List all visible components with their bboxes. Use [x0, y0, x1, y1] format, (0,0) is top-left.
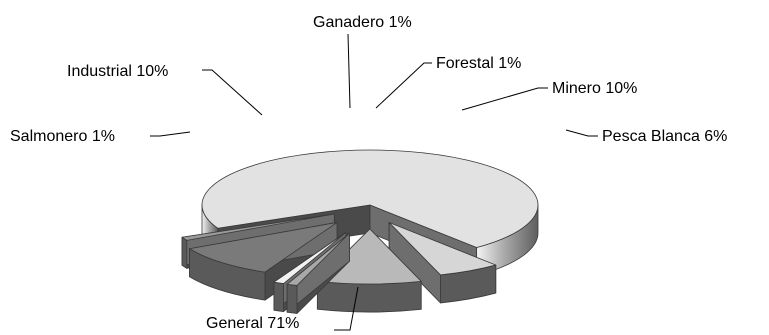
slice-top-general — [201, 149, 539, 248]
slice-label-general: General 71% — [206, 315, 299, 332]
slice-top-salmonero — [181, 213, 335, 241]
leader-line-industrial — [202, 69, 263, 116]
slice-top-pesca-blanca — [388, 222, 497, 276]
pie-slices — [181, 149, 539, 314]
slice-label-pesca-blanca: Pesca Blanca 6% — [602, 128, 727, 145]
leader-line-pesca-blanca — [565, 129, 598, 137]
slice-pesca-blanca — [388, 222, 497, 304]
slice-forestal — [286, 232, 350, 314]
leader-line-general — [334, 286, 359, 331]
leader-line-salmonero — [150, 131, 191, 137]
slice-labels: General 71% Pesca Blanca 6% Minero 10% F… — [10, 14, 727, 332]
slice-top-ganadero — [273, 232, 347, 284]
leader-line-ganadero — [347, 33, 351, 109]
slice-minero — [316, 228, 422, 313]
leader-line-minero — [461, 87, 548, 111]
slice-label-salmonero: Salmonero 1% — [10, 128, 115, 145]
slice-side-forestal — [286, 283, 298, 314]
slice-label-industrial: Industrial 10% — [67, 63, 168, 80]
leader-line-forestal — [375, 62, 432, 109]
slice-top-forestal — [286, 232, 350, 286]
leader-lines — [150, 33, 598, 331]
slice-label-ganadero: Ganadero 1% — [313, 14, 412, 31]
slice-side-salmonero — [181, 236, 188, 269]
slice-top-industrial — [189, 222, 338, 273]
slice-label-forestal: Forestal 1% — [436, 55, 521, 72]
slice-label-minero: Minero 10% — [552, 80, 637, 97]
slice-side-ganadero — [273, 281, 284, 312]
slice-side-minero — [316, 280, 422, 313]
